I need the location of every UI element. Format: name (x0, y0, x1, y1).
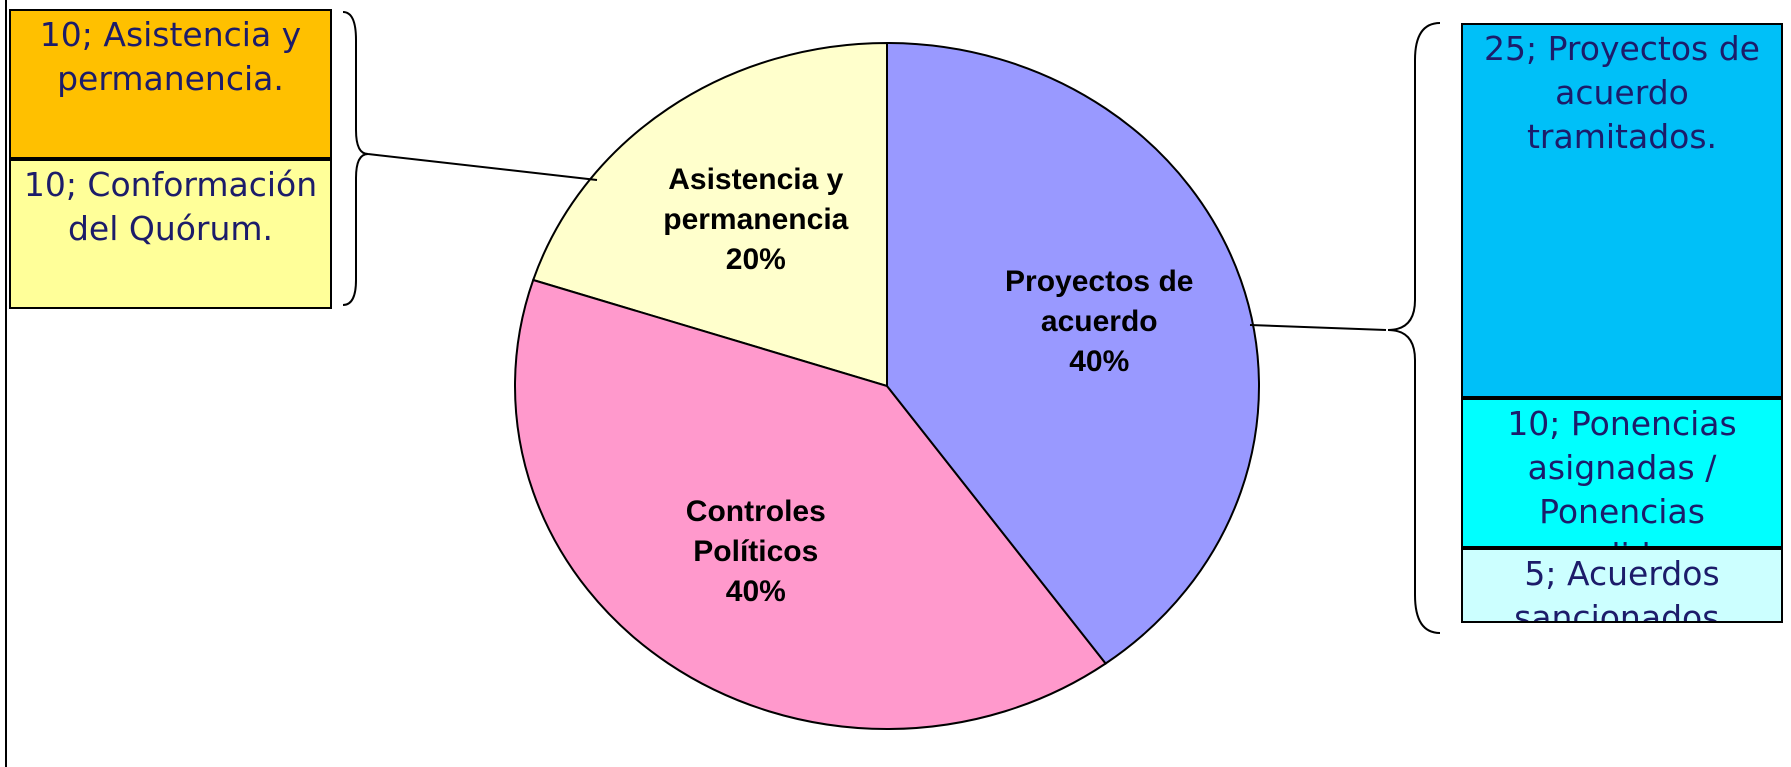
left-brace (342, 11, 369, 306)
pie-slice (531, 41, 888, 388)
slice-label: Proyectos de acuerdo 40% (974, 262, 1224, 382)
breakdown-box: 5; Acuerdos sancionados. (1461, 548, 1783, 623)
slice-name: Proyectos de acuerdo (1005, 265, 1194, 339)
right-brace (1387, 22, 1441, 634)
breakdown-box: 10; Conformación del Quórum. (9, 159, 332, 309)
pie-slice (514, 278, 1108, 730)
slice-label: Asistencia y permanencia 20% (631, 160, 881, 280)
slice-percent: 40% (725, 575, 786, 609)
breakdown-box: 25; Proyectos de acuerdo tramitados. (1461, 23, 1783, 398)
slice-percent: 40% (1069, 345, 1130, 379)
slice-name: Asistencia y permanencia (663, 162, 849, 236)
right-leader (1249, 324, 1387, 331)
pie-slice (886, 41, 1260, 665)
left-leader (367, 153, 598, 181)
breakdown-box: 10; Ponencias asignadas / Ponencias rend… (1461, 398, 1783, 548)
slice-percent: 20% (725, 242, 786, 276)
slice-name: Controles Políticos (685, 495, 826, 569)
slice-label: Controles Políticos 40% (631, 492, 881, 612)
breakdown-box: 10; Asistencia y permanencia. (9, 9, 332, 159)
